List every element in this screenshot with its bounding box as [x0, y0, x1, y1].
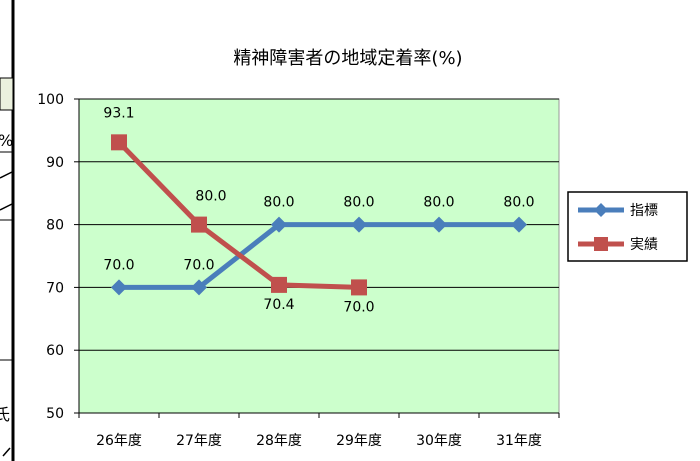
series-1-point [271, 276, 287, 293]
y-tick-label: 70 [46, 280, 64, 296]
x-tick-labels: 26年度 27年度 28年度 29年度 30年度 31年度 [96, 433, 542, 449]
series-line-0 [119, 222, 519, 290]
legend-marker-0 [594, 203, 608, 217]
data-label-series-0: 80.0 [263, 195, 294, 211]
series-1-point [111, 134, 127, 151]
series-0-point [271, 216, 287, 233]
data-label-series-0: 80.0 [503, 195, 534, 211]
data-label-series-1: 93.1 [103, 105, 134, 121]
left-fragment-percent: % [0, 131, 13, 150]
left-fragment-kanji: 氏 [0, 405, 10, 424]
plot-area [78, 98, 560, 414]
left-cropped-table: % 氏 [0, 0, 15, 461]
y-tick-label: 50 [46, 406, 64, 422]
data-label-series-1: 70.0 [343, 299, 374, 315]
x-tick-label: 27年度 [176, 433, 222, 449]
series-0-point [111, 279, 127, 296]
x-tick-label: 26年度 [96, 433, 142, 449]
y-tick-labels: 50 60 70 80 90 100 [37, 92, 64, 422]
legend-marker-1 [594, 237, 608, 251]
series-0-point [511, 216, 527, 233]
y-tick-label: 90 [46, 155, 64, 171]
data-label-series-0: 70.0 [103, 257, 134, 273]
data-label-series-0: 80.0 [423, 195, 454, 211]
series [111, 134, 527, 296]
y-tick-label: 100 [37, 92, 64, 108]
data-labels: 70.0 70.0 80.0 80.0 80.0 80.0 93.1 80.0 70.4 70.0 [103, 105, 534, 315]
series-line-1 [117, 140, 360, 290]
series-0-point [431, 216, 447, 233]
data-label-series-0: 70.0 [183, 257, 214, 273]
x-tick-label: 28年度 [256, 433, 302, 449]
y-tick-label: 60 [46, 343, 64, 359]
x-tick-label: 30年度 [416, 433, 462, 449]
legend-label-1: 実績 [630, 237, 658, 253]
x-tick-label: 31年度 [496, 433, 542, 449]
series-1-point [351, 279, 367, 296]
y-tick-label: 80 [46, 218, 64, 234]
legend-box [567, 191, 688, 262]
axes [74, 98, 560, 418]
data-label-series-1: 80.0 [195, 189, 226, 205]
data-label-series-0: 80.0 [343, 195, 374, 211]
chart-title: 精神障害者の地域定着率(%) [233, 48, 462, 69]
series-0-point [191, 279, 207, 296]
series-0-point [351, 216, 367, 233]
x-tick-label: 29年度 [336, 433, 382, 449]
legend-label-0: 指標 [630, 203, 658, 219]
series-1-point [191, 216, 207, 233]
data-label-series-1: 70.4 [263, 297, 294, 313]
